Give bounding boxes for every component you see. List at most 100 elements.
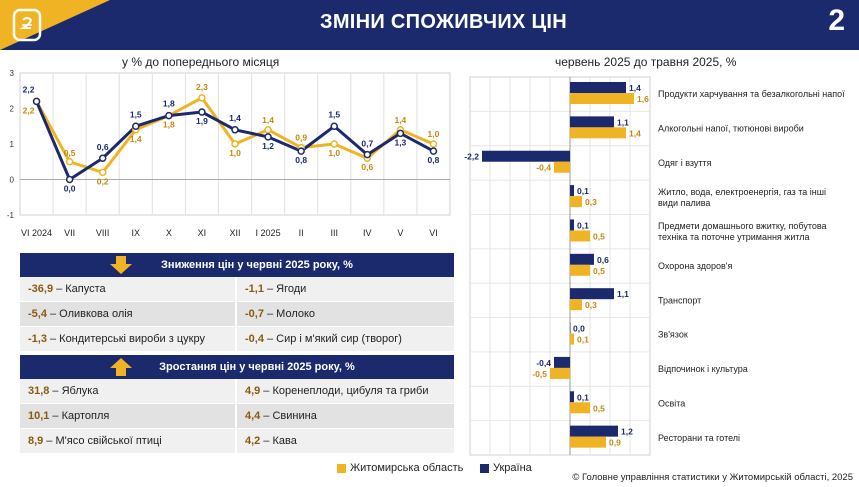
data-point (429, 147, 438, 155)
table-row: 10,1– Картопля 4,4– Свинина (20, 404, 454, 429)
x-tick-label: X (166, 228, 172, 238)
data-point (98, 154, 107, 162)
x-tick-label: XII (229, 228, 240, 238)
bar-value-label: 0,5 (593, 266, 605, 276)
bar-ukraine (570, 253, 594, 265)
line-chart-title: у % до попереднього місяця (122, 55, 280, 69)
bar-value-label: 0,6 (597, 255, 609, 265)
x-tick-label: V (397, 228, 403, 238)
item-label: М'ясо свійської птиці (55, 435, 162, 447)
category-label: Алкогольні напої, тютюнові вироби (658, 124, 804, 134)
bar-zhytomyr (554, 161, 570, 173)
bar-zhytomyr (570, 436, 606, 448)
data-label: 1,4 (394, 115, 406, 125)
data-label: 2,2 (23, 84, 35, 94)
bar-value-label: 1,2 (621, 427, 633, 437)
bar-value-label: 0,1 (577, 335, 589, 345)
bar-value-label: 0,5 (593, 231, 605, 241)
bar-value-label: 1,1 (617, 289, 629, 299)
list-item: -1,1– Ягоди (237, 277, 454, 302)
item-value: -1,1 (245, 283, 264, 295)
page-title: ЗМІНИ СПОЖИВЧИХ ЦІН (320, 11, 567, 33)
data-label: 0,0 (64, 184, 76, 194)
data-label: 1,5 (328, 109, 340, 119)
data-point (330, 122, 338, 130)
bar-ukraine (570, 391, 574, 403)
plot-frame (19, 72, 451, 216)
list-item: -1,3– Кондитерські вироби з цукру (20, 327, 237, 352)
list-item: -5,4– Оливкова олія (20, 302, 237, 327)
data-label: 1,4 (130, 134, 142, 144)
x-tick-label: III (330, 228, 338, 238)
item-label: Свинина (272, 410, 317, 422)
table-row: -1,3– Кондитерські вироби з цукру -0,4– … (20, 327, 454, 352)
legend-swatch-zhytomyr (337, 463, 346, 473)
bar-ukraine (570, 82, 626, 93)
data-label: 0,7 (361, 139, 373, 149)
item-label: Оливкова олія (59, 308, 133, 320)
data-point (98, 168, 107, 177)
data-label: 1,0 (328, 148, 340, 158)
item-value: 31,8 (28, 385, 50, 397)
y-tick-label: 2 (10, 105, 15, 114)
category-label: техніка та поточне утримання житла (658, 232, 810, 242)
item-label: Молоко (276, 308, 316, 320)
bar-chart-title: червень 2025 до травня 2025, % (555, 55, 737, 69)
increase-table-header: Зростання цін у червні 2025 року, % (20, 355, 454, 379)
bar-value-label: 1,4 (629, 83, 641, 93)
category-label: Зв'язок (658, 330, 688, 340)
legend-swatch-ukraine (480, 463, 489, 473)
item-label: Кондитерські вироби з цукру (59, 333, 205, 345)
data-label: 1,0 (229, 148, 241, 158)
decrease-title: Зниження цін у червні 2025 року, % (161, 259, 353, 271)
data-point (32, 97, 41, 106)
data-point (198, 94, 206, 102)
data-label: 1,8 (163, 99, 175, 109)
bar-value-label: -0,4 (536, 358, 551, 368)
bar-ukraine (570, 322, 571, 334)
category-label: Охорона здоров'я (658, 261, 732, 271)
data-point (65, 175, 74, 184)
data-point (264, 133, 272, 141)
bar-value-label: 0,3 (585, 197, 597, 207)
data-label: 1,4 (229, 113, 241, 123)
list-item: 10,1– Картопля (20, 404, 237, 429)
item-label: Коренеплоди, цибуля та гриби (272, 385, 429, 397)
data-label: 2,2 (23, 105, 35, 115)
bar-zhytomyr (550, 367, 570, 379)
item-value: 8,9 (28, 435, 44, 447)
data-point (330, 140, 338, 148)
x-tick-label: I 2025 (256, 228, 281, 238)
x-tick-label: IV (363, 228, 372, 238)
item-label: Сир і м'який сир (творог) (276, 333, 402, 345)
category-label: Відпочинок і культура (658, 364, 748, 374)
category-label: Предмети домашнього вжитку, побутова (658, 221, 827, 231)
data-point (297, 147, 305, 155)
bar-value-label: 0,3 (585, 300, 597, 310)
item-label: Кава (272, 435, 297, 447)
bar-value-label: 0,5 (593, 403, 605, 413)
bar-ukraine (570, 219, 574, 231)
category-label: Житло, вода, електроенергія, газ та інші (658, 187, 826, 197)
increase-title: Зростання цін у червні 2025 року, % (159, 361, 355, 373)
bar-value-label: 0,9 (609, 438, 621, 448)
data-point (231, 140, 239, 148)
x-tick-label: VI 2024 (21, 228, 52, 238)
bar-value-label: 0,1 (577, 220, 589, 230)
logo-triangle (0, 0, 110, 50)
bar-zhytomyr (570, 93, 634, 104)
bar-plot-frame (469, 76, 651, 456)
y-tick-label: -1 (7, 211, 15, 220)
arrow-down-icon (110, 256, 132, 274)
bar-value-label: -0,5 (532, 369, 547, 379)
item-value: 4,4 (245, 410, 261, 422)
item-value: -0,7 (245, 308, 264, 320)
data-point (132, 122, 140, 130)
data-label: 1,2 (262, 141, 274, 151)
bar-zhytomyr (570, 127, 626, 139)
bar-value-label: 1,1 (617, 117, 629, 127)
y-tick-label: 0 (10, 176, 15, 185)
data-label: 1,5 (130, 109, 142, 119)
bar-value-label: 1,6 (637, 94, 649, 104)
bar-zhytomyr (570, 230, 590, 242)
